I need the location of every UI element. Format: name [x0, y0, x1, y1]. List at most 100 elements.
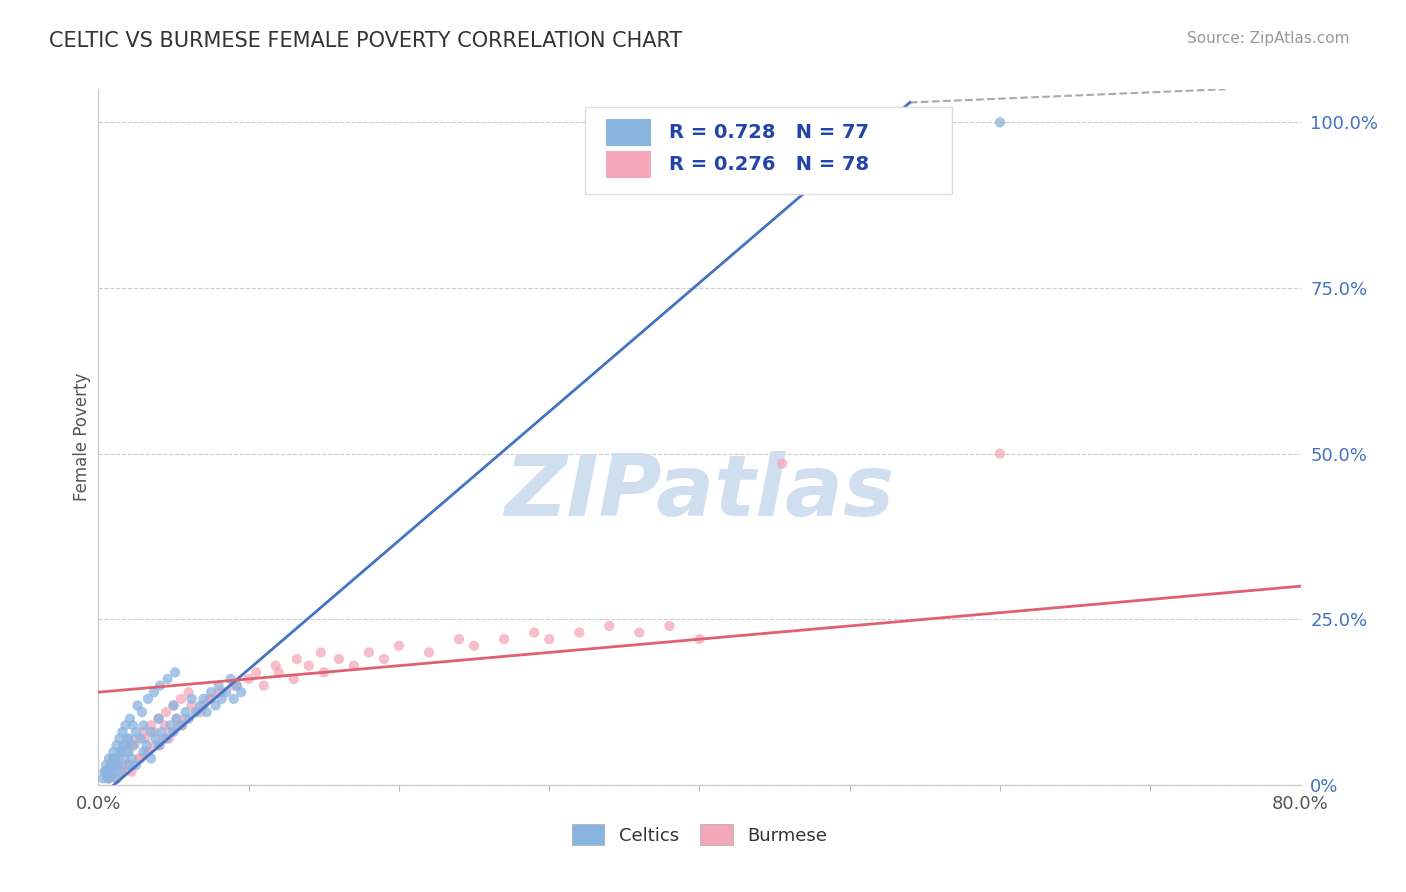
Point: [373, 652, 395, 666]
Point: [103, 764, 125, 779]
Point: [418, 645, 440, 659]
Point: [101, 758, 124, 772]
Point: [231, 685, 253, 699]
Point: [114, 758, 136, 772]
Bar: [606, 120, 651, 145]
Point: [165, 665, 187, 680]
Point: [107, 758, 129, 772]
Point: [463, 639, 485, 653]
Point: [131, 705, 153, 719]
Point: [195, 705, 218, 719]
Point: [238, 672, 260, 686]
Point: [117, 758, 139, 772]
Text: ZIPatlas: ZIPatlas: [505, 451, 894, 534]
Point: [129, 731, 152, 746]
Point: [105, 738, 128, 752]
Point: [167, 718, 190, 732]
Point: [153, 718, 176, 732]
Point: [103, 745, 125, 759]
Point: [115, 731, 138, 746]
Point: [166, 712, 188, 726]
Point: [148, 738, 170, 752]
Point: [447, 632, 470, 647]
Point: [388, 639, 411, 653]
Point: [132, 725, 155, 739]
Point: [132, 745, 155, 759]
Point: [125, 731, 148, 746]
Point: [121, 764, 143, 779]
Point: [219, 672, 242, 686]
Point: [245, 665, 267, 680]
Point: [190, 698, 212, 713]
Point: [155, 705, 177, 719]
Text: Source: ZipAtlas.com: Source: ZipAtlas.com: [1187, 31, 1350, 46]
Point: [177, 685, 200, 699]
Point: [149, 679, 172, 693]
Point: [117, 731, 139, 746]
Point: [988, 115, 1011, 129]
Point: [104, 758, 127, 772]
Point: [309, 645, 332, 659]
Point: [198, 691, 221, 706]
Point: [101, 764, 124, 779]
Point: [211, 685, 233, 699]
Point: [267, 665, 290, 680]
Point: [97, 772, 120, 786]
Point: [174, 705, 197, 719]
Point: [190, 705, 212, 719]
Point: [111, 764, 134, 779]
Point: [145, 738, 167, 752]
Point: [177, 712, 200, 726]
Point: [155, 731, 177, 746]
Point: [105, 772, 128, 786]
Point: [97, 751, 120, 765]
Point: [96, 772, 118, 786]
Point: [628, 625, 651, 640]
Point: [114, 718, 136, 732]
Point: [93, 764, 115, 779]
Point: [298, 658, 321, 673]
Point: [162, 725, 184, 739]
Point: [111, 725, 134, 739]
Point: [115, 745, 138, 759]
Point: [108, 731, 131, 746]
Bar: [606, 151, 651, 178]
Point: [174, 712, 197, 726]
Text: R = 0.728   N = 77: R = 0.728 N = 77: [669, 123, 869, 142]
Point: [283, 672, 305, 686]
Point: [118, 758, 141, 772]
Point: [328, 652, 350, 666]
Point: [658, 619, 681, 633]
Point: [343, 658, 366, 673]
Point: [598, 619, 620, 633]
Point: [94, 758, 117, 772]
Point: [110, 745, 132, 759]
Point: [222, 679, 245, 693]
Point: [162, 698, 184, 713]
Point: [122, 738, 145, 752]
Point: [285, 652, 308, 666]
Point: [134, 731, 156, 746]
Point: [148, 712, 170, 726]
Point: [538, 632, 561, 647]
Point: [135, 738, 157, 752]
Point: [208, 685, 231, 699]
Point: [988, 447, 1011, 461]
Point: [103, 751, 125, 765]
Point: [166, 712, 188, 726]
Point: [180, 698, 202, 713]
Point: [264, 658, 287, 673]
Point: [172, 718, 194, 732]
Y-axis label: Female Poverty: Female Poverty: [73, 373, 91, 501]
Point: [107, 751, 129, 765]
Point: [770, 457, 793, 471]
Point: [114, 738, 136, 752]
Text: CELTIC VS BURMESE FEMALE POVERTY CORRELATION CHART: CELTIC VS BURMESE FEMALE POVERTY CORRELA…: [49, 31, 682, 51]
Point: [117, 738, 139, 752]
Point: [148, 712, 170, 726]
Point: [97, 772, 120, 786]
FancyBboxPatch shape: [585, 106, 952, 194]
Point: [103, 751, 125, 765]
Point: [91, 772, 114, 786]
Point: [105, 772, 128, 786]
